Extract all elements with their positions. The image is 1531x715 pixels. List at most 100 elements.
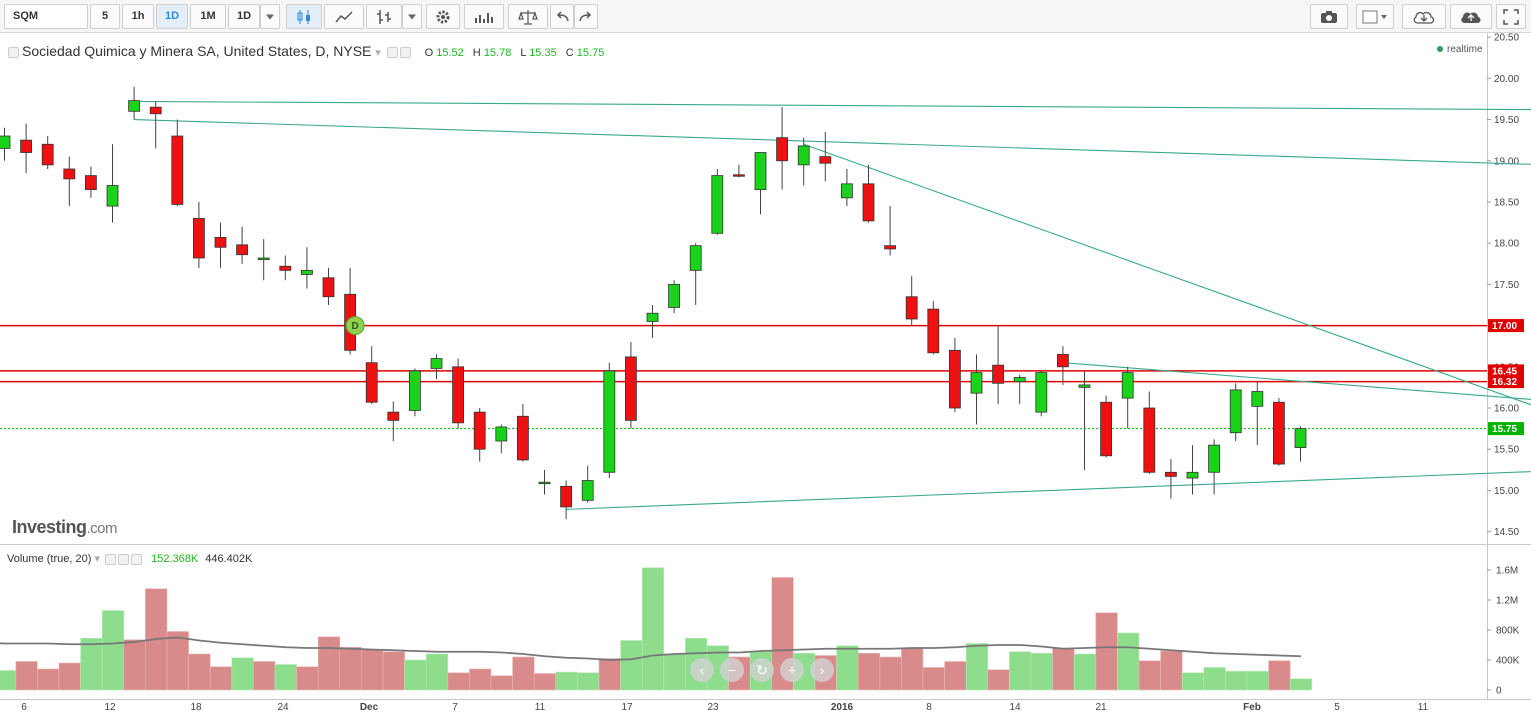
minus-icon[interactable]: − — [720, 658, 744, 682]
volume-bar — [1073, 653, 1097, 691]
volume-bar — [317, 636, 341, 691]
close-value: 15.75 — [576, 47, 605, 59]
chevron-left-icon[interactable]: ‹ — [690, 658, 714, 682]
redo-button[interactable] — [574, 4, 598, 29]
bar-style-button[interactable] — [366, 4, 402, 29]
time-tick-label: 17 — [621, 702, 633, 713]
volume-bar — [404, 659, 427, 691]
trendline — [134, 118, 1531, 165]
volume-bar — [253, 661, 276, 691]
layout-button[interactable] — [1356, 4, 1394, 29]
timeframe-5[interactable]: 5 — [90, 4, 120, 29]
volume-bar — [1138, 660, 1161, 691]
candles-style-button[interactable] — [286, 4, 322, 29]
timeframe-1d[interactable]: 1D — [156, 4, 188, 29]
undo-button[interactable] — [550, 4, 574, 29]
price-tick-label: 15.00 — [1494, 486, 1519, 497]
candle-body — [776, 137, 788, 162]
candle-body — [1057, 354, 1069, 368]
volume-average-value: 446.402K — [205, 553, 253, 565]
dividend-marker — [345, 316, 365, 336]
volume-bar — [339, 646, 362, 691]
volume-average-line — [0, 636, 1302, 661]
remove-mini-icon[interactable] — [131, 553, 143, 565]
volume-bar — [188, 653, 211, 691]
time-tick-label: 11 — [534, 702, 546, 713]
chevron-down-icon[interactable]: ▾ — [375, 47, 381, 59]
settings-mini-icon[interactable] — [105, 553, 117, 565]
candle-body — [1035, 372, 1048, 413]
candle-body — [1143, 407, 1156, 473]
candle-body — [106, 185, 119, 207]
candle-body — [797, 145, 810, 166]
scales-icon — [518, 9, 538, 25]
price-level-tag-label: 16.45 — [1492, 366, 1517, 377]
investing-logo: Investing.com — [12, 517, 118, 538]
timeframe-dropdown-button[interactable] — [260, 4, 280, 29]
volume-bar — [533, 673, 557, 691]
hide-mini-icon[interactable] — [399, 46, 411, 58]
time-tick-label: 6 — [21, 702, 27, 713]
candle-body — [473, 411, 486, 450]
collapse-icon[interactable] — [8, 46, 19, 58]
snapshot-button[interactable] — [1310, 4, 1348, 29]
price-level-tag — [1488, 319, 1524, 333]
volume-bar — [0, 670, 17, 691]
volume-bar — [274, 664, 297, 691]
volume-current-value: 152.368K — [151, 553, 199, 565]
candle-body — [711, 175, 724, 234]
fullscreen-button[interactable] — [1496, 4, 1526, 29]
volume-title: Volume (true, 20) — [7, 553, 92, 565]
hide-mini-icon[interactable] — [118, 553, 130, 565]
volume-bar — [490, 675, 513, 691]
chart-legend: Sociedad Quimica y Minera SA, United Sta… — [8, 43, 604, 59]
timeframe-1h[interactable]: 1h — [122, 4, 154, 29]
fullscreen-icon — [1503, 8, 1519, 25]
volume-bar — [1246, 670, 1269, 691]
settings-button[interactable] — [426, 4, 460, 29]
candle-body — [862, 183, 875, 222]
cloud-load-button[interactable] — [1402, 4, 1446, 29]
candle-body — [171, 135, 184, 205]
compare-button[interactable] — [508, 4, 548, 29]
volume-tick-label: 400K — [1496, 656, 1520, 667]
candle-body — [430, 358, 443, 369]
volume-pane[interactable]: 1.6M 1.2M 800K 400K 0 Volume (true, 20) ▾ 15… — [0, 544, 1531, 700]
volume-bar — [901, 647, 924, 691]
time-tick-label: 2016 — [830, 702, 854, 713]
settings-mini-icon[interactable] — [386, 46, 398, 58]
line-style-button[interactable] — [324, 4, 364, 29]
volume-bar — [1117, 632, 1140, 691]
timeframe-selected[interactable]: 1D — [228, 4, 260, 29]
candle-body — [236, 244, 249, 256]
realtime-indicator: realtime — [1437, 44, 1483, 55]
volume-bar — [469, 668, 492, 691]
price-chart-pane[interactable]: 20.50 20.00 19.50 19.00 18.50 18.00 17.50 17.00… — [0, 33, 1531, 544]
price-chart[interactable]: 20.50 20.00 19.50 19.00 18.50 18.00 17.50 17.00… — [0, 33, 1531, 544]
plus-icon[interactable]: + — [780, 658, 804, 682]
volume-bar — [512, 656, 535, 691]
candle-body — [322, 277, 335, 298]
symbol-input[interactable]: SQM — [4, 4, 88, 29]
candle-body — [905, 296, 918, 320]
price-tick-label: 20.50 — [1494, 33, 1519, 44]
price-tick-label: 16.00 — [1494, 404, 1519, 415]
chevron-right-icon[interactable]: › — [810, 658, 834, 682]
time-tick-label: 8 — [926, 702, 932, 713]
layout-icon — [1362, 10, 1387, 23]
volume-bar — [1181, 672, 1205, 691]
reset-icon[interactable]: ↻ — [750, 658, 774, 682]
chevron-down-icon[interactable]: ▾ — [94, 553, 100, 565]
last-price-tag-label: 15.75 — [1492, 424, 1517, 435]
timeframe-1m[interactable]: 1M — [190, 4, 226, 29]
candle-body — [0, 135, 11, 149]
indicators-button[interactable] — [464, 4, 504, 29]
line-chart-icon — [335, 10, 353, 22]
chart-style-dropdown-button[interactable] — [402, 4, 422, 29]
time-axis[interactable]: 6 12 18 24 Dec 7 11 17 23 2016 8 14 21 Feb 5 11 — [0, 699, 1531, 715]
cloud-save-button[interactable] — [1450, 4, 1492, 29]
volume-bar — [1203, 667, 1226, 691]
volume-chart[interactable]: 1.6M 1.2M 800K 400K 0 — [0, 545, 1531, 700]
last-price-tag — [1488, 422, 1524, 436]
volume-bar — [620, 640, 643, 691]
